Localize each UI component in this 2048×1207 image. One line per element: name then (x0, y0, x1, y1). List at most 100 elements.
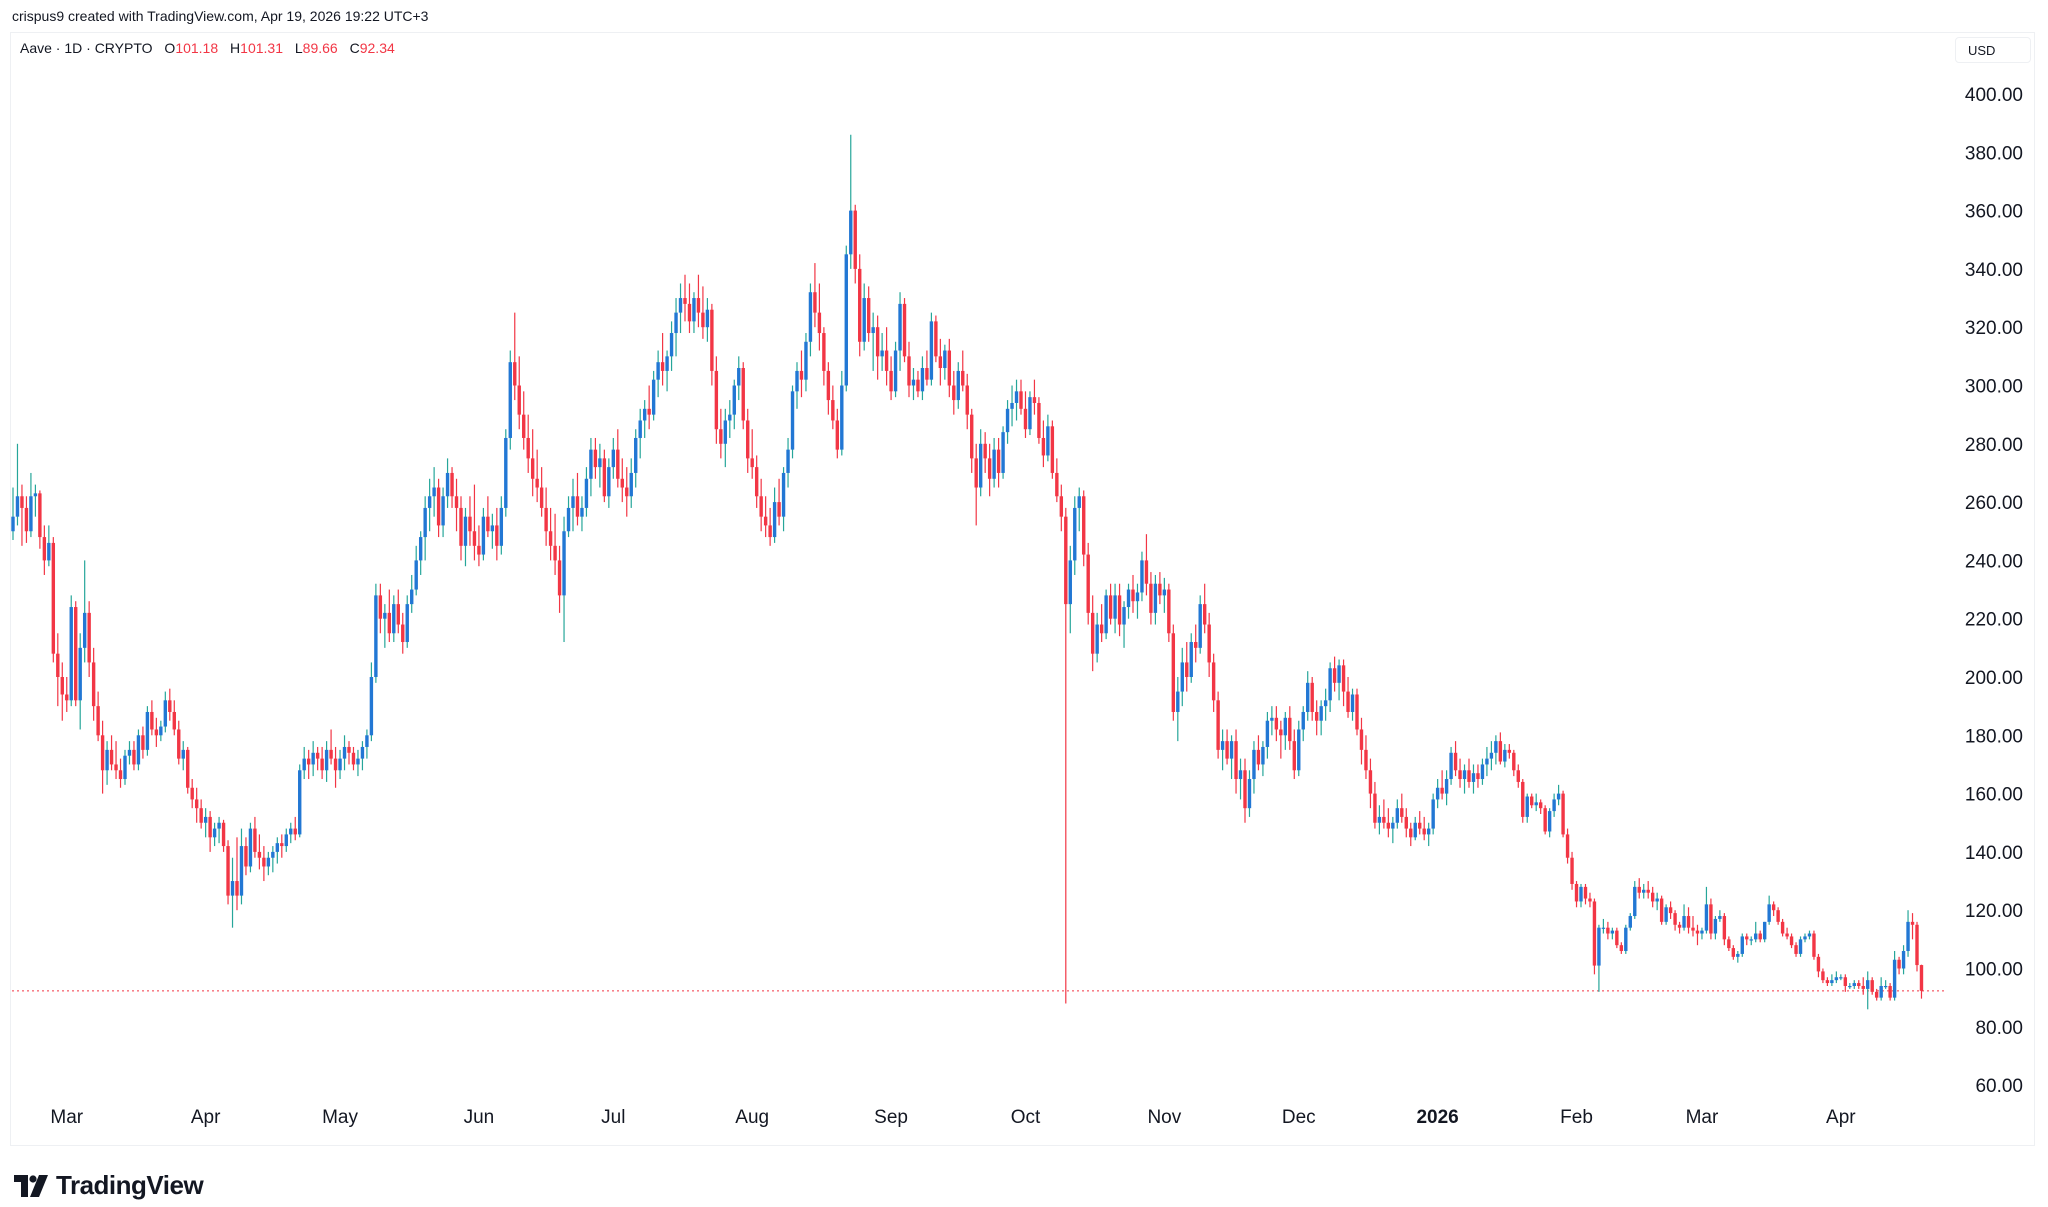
candle[interactable] (1615, 927, 1619, 949)
candle[interactable] (714, 356, 719, 444)
candle[interactable] (82, 560, 87, 663)
candle[interactable] (1404, 808, 1408, 838)
candle[interactable] (369, 662, 374, 742)
candle[interactable] (186, 746, 190, 794)
candle[interactable] (553, 513, 557, 575)
candle[interactable] (544, 487, 548, 546)
candle[interactable] (1691, 916, 1695, 937)
candle[interactable] (320, 746, 324, 780)
candle[interactable] (1431, 793, 1435, 835)
candle[interactable] (943, 344, 947, 380)
candle[interactable] (607, 458, 611, 508)
candle[interactable] (1086, 542, 1090, 625)
candle[interactable] (1633, 881, 1637, 919)
candle[interactable] (902, 298, 907, 363)
candle[interactable] (60, 662, 64, 721)
candle[interactable] (239, 828, 244, 905)
candle[interactable] (1158, 572, 1162, 605)
candle[interactable] (69, 595, 73, 707)
candle[interactable] (629, 458, 633, 508)
candle[interactable] (405, 595, 409, 648)
candle[interactable] (329, 729, 333, 765)
candle[interactable] (1664, 904, 1668, 925)
candle[interactable] (795, 362, 799, 409)
candle[interactable] (378, 583, 383, 634)
candle[interactable] (1565, 828, 1570, 864)
candle[interactable] (1745, 933, 1749, 946)
candle[interactable] (1655, 892, 1659, 911)
candle[interactable] (992, 437, 996, 488)
candle[interactable] (996, 437, 1001, 488)
candle[interactable] (360, 741, 365, 771)
candle[interactable] (15, 443, 20, 526)
candle[interactable] (598, 443, 602, 488)
candle[interactable] (199, 799, 203, 829)
candle[interactable] (580, 496, 584, 532)
candle[interactable] (1668, 901, 1673, 919)
candle[interactable] (701, 286, 705, 339)
candle[interactable] (56, 633, 60, 707)
price-axis[interactable]: 400.00 380.00 360.00 340.00 320.00 300.00 280.… (1965, 85, 2023, 1097)
candle[interactable] (1050, 420, 1055, 479)
candle[interactable] (1099, 604, 1104, 643)
candle[interactable] (1400, 793, 1404, 823)
candle[interactable] (1041, 420, 1046, 468)
candle[interactable] (1409, 822, 1413, 847)
candle[interactable] (1368, 758, 1373, 809)
candle[interactable] (1628, 913, 1632, 931)
candle[interactable] (1314, 700, 1319, 736)
candle[interactable] (410, 574, 414, 613)
candle[interactable] (1879, 977, 1883, 1001)
candle[interactable] (535, 449, 539, 503)
candle[interactable] (987, 443, 992, 497)
candle[interactable] (1082, 490, 1086, 567)
candle[interactable] (1919, 964, 1924, 999)
candle[interactable] (338, 749, 342, 780)
candle[interactable] (177, 720, 181, 765)
currency-button[interactable]: USD (1955, 37, 2031, 63)
candle[interactable] (1722, 913, 1727, 946)
candle[interactable] (522, 391, 526, 450)
candle[interactable] (401, 612, 405, 654)
candle[interactable] (826, 362, 831, 415)
candle[interactable] (472, 484, 477, 561)
candle[interactable] (1758, 930, 1762, 943)
candle[interactable] (1610, 927, 1615, 940)
candle[interactable] (1189, 633, 1193, 683)
candle[interactable] (1283, 711, 1288, 750)
candle[interactable] (1592, 898, 1597, 975)
candle[interactable] (566, 496, 571, 538)
candle[interactable] (208, 811, 212, 852)
candle[interactable] (1727, 936, 1731, 952)
candle[interactable] (1032, 379, 1037, 415)
candle[interactable] (159, 720, 163, 742)
candle[interactable] (78, 633, 82, 730)
candle[interactable] (217, 816, 221, 844)
candle[interactable] (1337, 659, 1341, 701)
candle[interactable] (1740, 933, 1744, 957)
candle[interactable] (1144, 534, 1149, 596)
candle[interactable] (1220, 729, 1225, 771)
candle[interactable] (1292, 729, 1296, 780)
candle[interactable] (123, 749, 127, 785)
candle[interactable] (1556, 784, 1561, 806)
candle[interactable] (804, 333, 808, 392)
candle[interactable] (463, 507, 468, 567)
candle[interactable] (150, 700, 154, 736)
candle[interactable] (1637, 878, 1641, 899)
candle[interactable] (929, 312, 934, 386)
candle[interactable] (230, 857, 235, 928)
candle[interactable] (1194, 624, 1198, 663)
candle[interactable] (468, 496, 472, 546)
candle[interactable] (1319, 700, 1323, 736)
candle[interactable] (548, 507, 553, 561)
tradingview-logo[interactable]: TradingView (14, 1170, 204, 1201)
candle[interactable] (1422, 816, 1426, 841)
candle[interactable] (1023, 391, 1028, 438)
candle[interactable] (266, 851, 271, 876)
candle[interactable] (584, 467, 589, 517)
candle[interactable] (1642, 883, 1646, 899)
candle[interactable] (1498, 732, 1503, 765)
candle[interactable] (1019, 379, 1023, 415)
candle[interactable] (1870, 977, 1874, 995)
